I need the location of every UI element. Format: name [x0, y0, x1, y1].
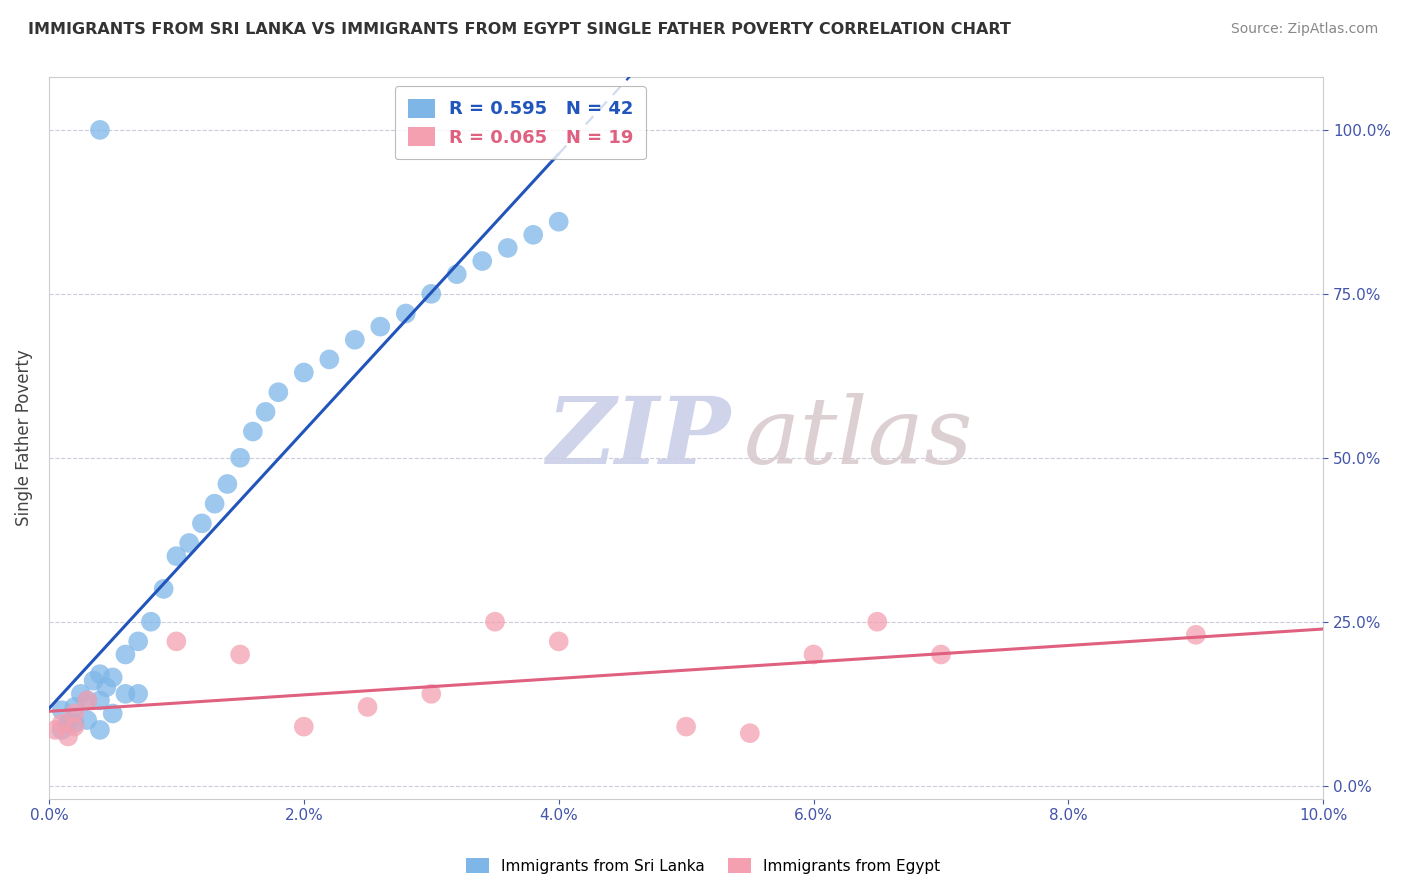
Point — [89, 667, 111, 681]
Point — [254, 405, 277, 419]
Point — [547, 634, 569, 648]
Point — [56, 730, 79, 744]
Point — [127, 634, 149, 648]
Point — [738, 726, 761, 740]
Point — [179, 536, 201, 550]
Point — [420, 687, 443, 701]
Point — [101, 706, 124, 721]
Point — [803, 648, 825, 662]
Point — [929, 648, 952, 662]
Point — [292, 366, 315, 380]
Point — [114, 687, 136, 701]
Text: atlas: atlas — [744, 393, 973, 483]
Point — [1185, 628, 1208, 642]
Point — [76, 693, 98, 707]
Point — [56, 716, 79, 731]
Point — [101, 670, 124, 684]
Point — [76, 713, 98, 727]
Point — [165, 634, 187, 648]
Point — [63, 700, 86, 714]
Point — [229, 648, 252, 662]
Point — [484, 615, 506, 629]
Point — [267, 385, 290, 400]
Point — [69, 687, 91, 701]
Point — [76, 693, 98, 707]
Point — [89, 723, 111, 737]
Point — [471, 254, 494, 268]
Point — [420, 286, 443, 301]
Point — [139, 615, 162, 629]
Point — [866, 615, 889, 629]
Point — [51, 716, 73, 731]
Legend: R = 0.595   N = 42, R = 0.065   N = 19: R = 0.595 N = 42, R = 0.065 N = 19 — [395, 87, 645, 160]
Point — [89, 123, 111, 137]
Point — [152, 582, 174, 596]
Text: ZIP: ZIP — [547, 393, 731, 483]
Point — [63, 720, 86, 734]
Point — [496, 241, 519, 255]
Point — [368, 319, 391, 334]
Point — [217, 477, 239, 491]
Point — [63, 716, 86, 731]
Point — [318, 352, 340, 367]
Point — [395, 306, 418, 320]
Legend: Immigrants from Sri Lanka, Immigrants from Egypt: Immigrants from Sri Lanka, Immigrants fr… — [460, 852, 946, 880]
Point — [547, 215, 569, 229]
Point — [51, 723, 73, 737]
Point — [114, 648, 136, 662]
Text: IMMIGRANTS FROM SRI LANKA VS IMMIGRANTS FROM EGYPT SINGLE FATHER POVERTY CORRELA: IMMIGRANTS FROM SRI LANKA VS IMMIGRANTS … — [28, 22, 1011, 37]
Y-axis label: Single Father Poverty: Single Father Poverty — [15, 350, 32, 526]
Point — [89, 693, 111, 707]
Point — [675, 720, 697, 734]
Point — [343, 333, 366, 347]
Point — [63, 706, 86, 721]
Point — [356, 700, 378, 714]
Point — [83, 673, 105, 688]
Point — [446, 267, 468, 281]
Point — [51, 703, 73, 717]
Point — [522, 227, 544, 242]
Point — [229, 450, 252, 465]
Point — [204, 497, 226, 511]
Point — [127, 687, 149, 701]
Point — [165, 549, 187, 563]
Point — [44, 723, 66, 737]
Point — [242, 425, 264, 439]
Text: Source: ZipAtlas.com: Source: ZipAtlas.com — [1230, 22, 1378, 37]
Point — [292, 720, 315, 734]
Point — [191, 516, 214, 531]
Point — [96, 680, 118, 694]
